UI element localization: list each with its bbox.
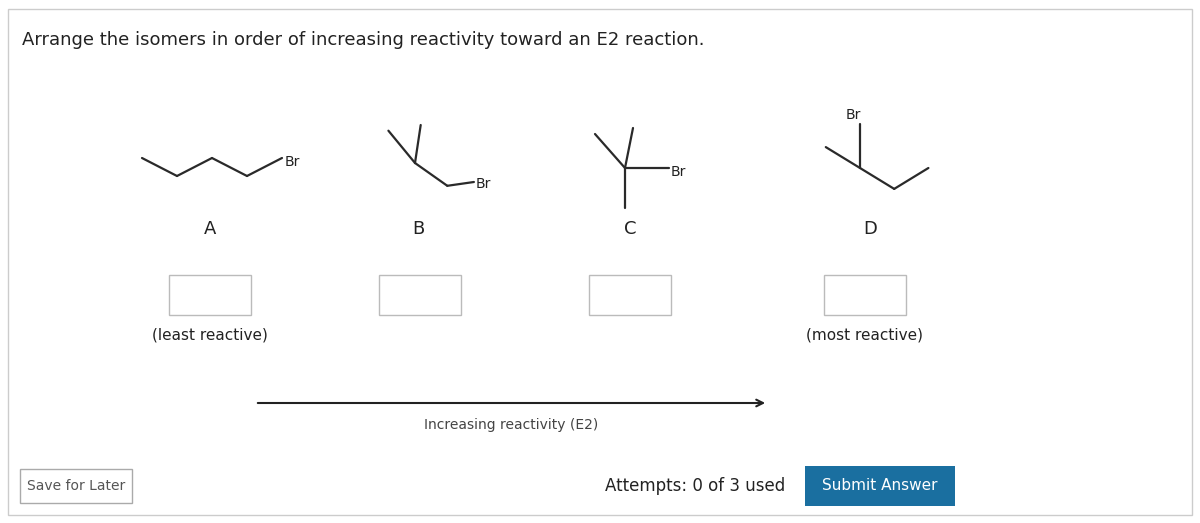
Bar (379, 275, 461, 315)
Bar (589, 275, 671, 315)
Text: Arrange the isomers in order of increasing reactivity toward an E2 reaction.: Arrange the isomers in order of increasi… (22, 31, 704, 49)
Text: Br: Br (846, 108, 862, 122)
Text: Br: Br (284, 155, 300, 169)
Text: B: B (412, 220, 424, 238)
Text: D: D (863, 220, 877, 238)
Text: (most reactive): (most reactive) (806, 327, 924, 342)
Text: Attempts: 0 of 3 used: Attempts: 0 of 3 used (605, 477, 785, 495)
Text: Save for Later: Save for Later (26, 479, 125, 493)
Text: C: C (624, 220, 636, 238)
Bar (169, 275, 251, 315)
Bar (824, 275, 906, 315)
Text: Br: Br (671, 165, 686, 179)
Text: Increasing reactivity (E2): Increasing reactivity (E2) (425, 418, 599, 432)
Text: (least reactive): (least reactive) (152, 327, 268, 342)
Bar (805, 466, 955, 506)
Text: Br: Br (476, 177, 491, 191)
Text: Submit Answer: Submit Answer (822, 479, 937, 494)
Bar (20, 469, 132, 503)
Text: A: A (204, 220, 216, 238)
